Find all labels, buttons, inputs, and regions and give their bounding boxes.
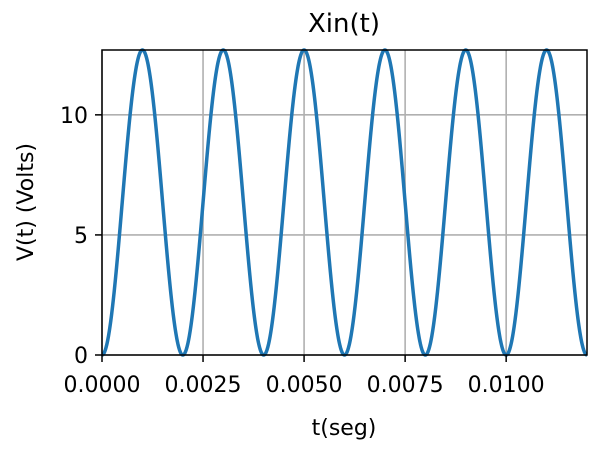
chart-title: Xin(t): [308, 9, 380, 39]
grid-lines: [101, 50, 587, 356]
x-tick-label: 0.0000: [64, 373, 141, 398]
x-tick-label: 0.0100: [468, 373, 545, 398]
plot-area-frame: [101, 49, 588, 356]
x-tick-label: 0.0075: [367, 373, 444, 398]
y-axis-title: V(t) (Volts): [14, 143, 39, 261]
x-axis-title: t(seg): [312, 416, 377, 441]
y-tick-label: 10: [60, 104, 88, 129]
y-tick-label: 5: [74, 224, 88, 249]
series-layer: [100, 48, 589, 357]
series-line: [100, 48, 589, 357]
x-tick-label: 0.0050: [266, 373, 343, 398]
x-tick-label: 0.0025: [165, 373, 242, 398]
y-tick-label: 0: [74, 344, 88, 369]
axis-ticks: 0.0000 0.0025 0.0050 0.0075 0.0100 0 5 10: [60, 104, 545, 398]
